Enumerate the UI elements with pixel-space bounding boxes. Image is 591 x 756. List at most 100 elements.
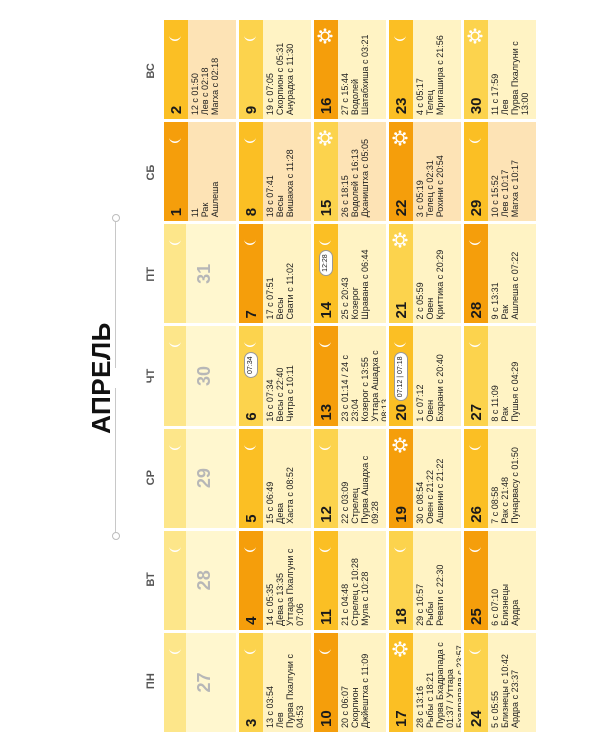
day-number: 6: [242, 412, 260, 421]
time-badge: 07:34: [244, 352, 258, 378]
day-number: 18: [392, 608, 410, 625]
day-details: 1 с 07:12 Овен Бхарани с 20:40: [415, 354, 445, 422]
day-cell[interactable]: 5 15 с 06:49 Дева Хаста с 08:52: [239, 428, 311, 528]
day-cell[interactable]: 31: [164, 224, 236, 324]
day-number: 28: [467, 301, 485, 319]
day-bar: 7: [239, 224, 263, 324]
day-details: 4 с 05:17 Телец Мригашира с 21:56: [415, 35, 445, 116]
crescent-moon-icon: [169, 647, 181, 654]
day-cell[interactable]: 12 22 с 03:09 Стрелец Пурва Ашадха с 09:2…: [314, 428, 386, 528]
crescent-moon-icon: [244, 35, 256, 41]
day-cell[interactable]: 27: [164, 632, 236, 732]
day-number: 12: [317, 506, 335, 523]
day-bar: 8: [239, 122, 263, 222]
day-cell[interactable]: 29: [164, 428, 236, 528]
day-number: 17: [392, 710, 410, 727]
day-number: 13: [317, 403, 335, 421]
day-cell[interactable]: 24 5 с 05:55 Близнецы с 10:42 Ардра с 23:…: [464, 632, 536, 732]
day-cell[interactable]: 1 11 Рак Ашлеша: [164, 122, 236, 222]
day-cell[interactable]: 22 3 с 05:19 Телец с 02:31 Рохини с 20:54: [389, 122, 461, 222]
day-cell[interactable]: 28: [164, 530, 236, 630]
day-details: 12 с 01:50 Лев с 02:18 Магха с 02:18: [190, 57, 220, 116]
week-row: 3 13 с 03:54 Лев Пурва Пхалгуни с 04:53 4 1…: [239, 20, 311, 732]
weekday-header: ВС: [145, 63, 157, 79]
day-cell[interactable]: 26 7 с 08:58 Рак с 21:48 Пунарвасу с 01:5…: [464, 428, 536, 528]
day-bar: 24: [464, 632, 488, 732]
title-dot-left: [112, 532, 120, 540]
title-dot-right: [112, 214, 120, 222]
crescent-moon-icon: [169, 137, 181, 144]
day-cell[interactable]: 20 1 с 07:12 Овен Бхарани с 20:40 07:12 | …: [389, 326, 461, 426]
week-row: 17 28 с 13:16 Рыбы с 18:21 Пурва Бхадрапа…: [389, 20, 461, 732]
day-cell[interactable]: 14 25 с 20:43 Козерог Шравана с 06:44 12:2…: [314, 224, 386, 324]
weekday-header: СБ: [145, 164, 157, 181]
day-cell[interactable]: 10 20 с 06:07 Скорпион Джйештха с 11:09: [314, 632, 386, 732]
day-bar: 4: [239, 530, 263, 630]
day-cell[interactable]: 6 16 с 07:34 Весы с 22:40 Читра с 10:11 07…: [239, 326, 311, 426]
day-bar: 1: [164, 122, 188, 222]
crescent-moon-icon: [319, 647, 331, 654]
crescent-moon-icon: [169, 545, 181, 552]
day-details: 21 с 04:48 Стрелец с 10:28 Мула с 10:28: [340, 558, 370, 626]
day-bar: 30: [464, 20, 488, 120]
day-number: 26: [467, 506, 485, 523]
day-number: 7: [242, 310, 260, 319]
crescent-moon-icon: [169, 239, 181, 246]
day-cell[interactable]: 3 13 с 03:54 Лев Пурва Пхалгуни с 04:53: [239, 632, 311, 732]
day-cell[interactable]: 30: [164, 326, 236, 426]
crescent-moon-icon: [469, 545, 481, 552]
day-cell[interactable]: 29 10 с 15:52 Лев с 10:17 Магха с 10:17: [464, 122, 536, 222]
day-cell[interactable]: 30 11 с 17:59 Лев Пурва Пхалгуни с 13:00: [464, 20, 536, 120]
day-cell[interactable]: 28 9 с 13:31 Рак Ашлеша с 07:22: [464, 224, 536, 324]
day-cell[interactable]: 11 21 с 04:48 Стрелец с 10:28 Мула с 10:2…: [314, 530, 386, 630]
day-cell[interactable]: 21 2 с 05:59 Овен Криттика с 20:29: [389, 224, 461, 324]
day-details: 9 с 13:31 Рак Ашлеша с 07:22: [490, 251, 520, 320]
crescent-moon-icon: [394, 545, 406, 552]
sun-icon: [317, 130, 333, 146]
day-cell[interactable]: 18 29 с 10:57 Рыбы Ревати с 22:30: [389, 530, 461, 630]
day-number: 24: [467, 710, 485, 727]
day-bar: 25: [464, 530, 488, 630]
day-cell[interactable]: 15 26 с 18:15 Водолей с 16:13 Дхаништха с…: [314, 122, 386, 222]
crescent-moon-icon: [319, 443, 331, 450]
title-block: АПРЕЛЬ: [78, 0, 120, 756]
day-cell[interactable]: 25 6 с 07:10 Близнецы Ардра: [464, 530, 536, 630]
day-details: 15 с 06:49 Дева Хаста с 08:52: [265, 467, 295, 524]
day-number: 28: [194, 570, 214, 591]
day-bar: 17: [389, 632, 413, 732]
day-cell[interactable]: 7 17 с 07:51 Весы Свати с 11:02: [239, 224, 311, 324]
day-details: 29 с 10:57 Рыбы Ревати с 22:30: [415, 564, 445, 626]
day-cell[interactable]: 23 4 с 05:17 Телец Мригашира с 21:56: [389, 20, 461, 120]
crescent-moon-icon: [244, 545, 256, 552]
crescent-moon-icon: [469, 137, 481, 144]
day-details: 19 с 07:05 Скорпион с 05:31 Анурадха с 1…: [265, 42, 295, 116]
day-cell[interactable]: 17 28 с 13:16 Рыбы с 18:21 Пурва Бхадрапа…: [389, 632, 461, 732]
day-cell[interactable]: 9 19 с 07:05 Скорпион с 05:31 Анурадха с …: [239, 20, 311, 120]
day-number: 15: [317, 199, 335, 217]
day-cell[interactable]: 8 18 с 07:41 Весы Вишакха с 11:28: [239, 122, 311, 222]
day-cell[interactable]: 2 12 с 01:50 Лев с 02:18 Магха с 02:18: [164, 20, 236, 120]
day-details: 14 с 05:35 Дева с 13:35 Уттара Пхалгуни …: [265, 548, 305, 626]
crescent-moon-icon: [244, 647, 256, 654]
day-details: 2 с 05:59 Овен Криттика с 20:29: [415, 249, 445, 320]
day-number: 14: [317, 301, 335, 319]
day-number: 3: [242, 718, 260, 727]
crescent-moon-icon: [394, 35, 406, 41]
day-cell[interactable]: 16 27 с 15:44 Водолей Шатабхиша с 03:21: [314, 20, 386, 120]
day-number: 20: [392, 403, 410, 421]
day-number: 2: [167, 105, 185, 115]
day-number: 4: [242, 616, 260, 625]
day-cell[interactable]: 27 8 с 11:09 Рак Пушья с 04:29: [464, 326, 536, 426]
crescent-moon-icon: [469, 647, 481, 654]
day-cell[interactable]: 19 30 с 08:54 Овен с 21:22 Ашвини с 21:22: [389, 428, 461, 528]
day-number: 31: [194, 263, 214, 284]
day-details: 27 с 15:44 Водолей Шатабхиша с 03:21: [340, 34, 370, 116]
day-cell[interactable]: 4 14 с 05:35 Дева с 13:35 Уттара Пхалгуни…: [239, 530, 311, 630]
day-details: 8 с 11:09 Рак Пушья с 04:29: [490, 361, 520, 422]
day-number: 23: [392, 97, 410, 115]
day-details: 16 с 07:34 Весы с 22:40 Читра с 10:11: [265, 365, 295, 422]
day-details: 30 с 08:54 Овен с 21:22 Ашвини с 21:22: [415, 458, 445, 524]
day-cell[interactable]: 13 23 с 01:14 / 24 с 23:04 Козерог с 13:5…: [314, 326, 386, 426]
week-row: 10 20 с 06:07 Скорпион Джйештха с 11:09 11…: [314, 20, 386, 732]
day-bar: 28: [464, 224, 488, 324]
